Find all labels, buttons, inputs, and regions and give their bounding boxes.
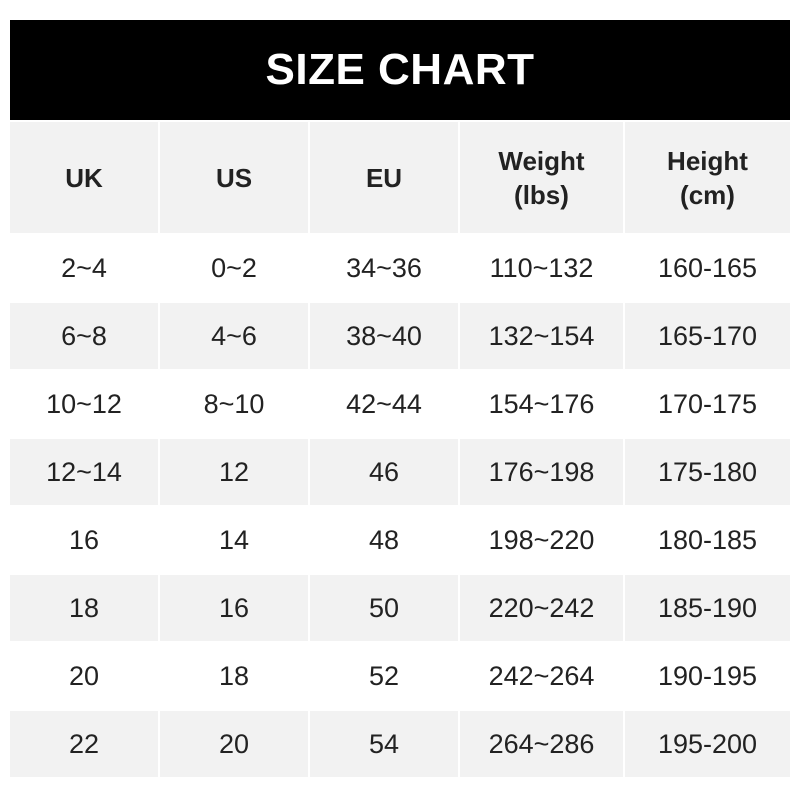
table-cell: 16 [160, 575, 308, 641]
table-cell: 154~176 [460, 371, 623, 437]
table-cell: 0~2 [160, 235, 308, 301]
table-cell: 132~154 [460, 303, 623, 369]
table-cell: 34~36 [310, 235, 458, 301]
table-cell: 46 [310, 439, 458, 505]
table-cell: 170-175 [625, 371, 790, 437]
table-cell: 264~286 [460, 711, 623, 777]
table-cell: 4~6 [160, 303, 308, 369]
table-cell: 10~12 [10, 371, 158, 437]
table-cell: 50 [310, 575, 458, 641]
column-header: UK [10, 122, 158, 233]
table-cell: 110~132 [460, 235, 623, 301]
table-cell: 42~44 [310, 371, 458, 437]
table-cell: 6~8 [10, 303, 158, 369]
table-cell: 242~264 [460, 643, 623, 709]
table-cell: 2~4 [10, 235, 158, 301]
table-cell: 20 [10, 643, 158, 709]
column-header: Height (cm) [625, 122, 790, 233]
column-header: Weight (lbs) [460, 122, 623, 233]
table-cell: 8~10 [160, 371, 308, 437]
table-cell: 220~242 [460, 575, 623, 641]
table-cell: 190-195 [625, 643, 790, 709]
table-cell: 198~220 [460, 507, 623, 573]
size-chart-title: SIZE CHART [10, 20, 790, 120]
table-cell: 20 [160, 711, 308, 777]
table-cell: 38~40 [310, 303, 458, 369]
table-cell: 175-180 [625, 439, 790, 505]
table-cell: 185-190 [625, 575, 790, 641]
column-header: US [160, 122, 308, 233]
size-chart-table: UK US EU Weight (lbs) Height (cm) 2~4 0~2 34~36… [10, 122, 790, 777]
table-cell: 165-170 [625, 303, 790, 369]
table-cell: 18 [10, 575, 158, 641]
table-cell: 160-165 [625, 235, 790, 301]
table-cell: 14 [160, 507, 308, 573]
table-cell: 12~14 [10, 439, 158, 505]
column-header: EU [310, 122, 458, 233]
table-cell: 176~198 [460, 439, 623, 505]
table-cell: 54 [310, 711, 458, 777]
table-cell: 12 [160, 439, 308, 505]
table-cell: 195-200 [625, 711, 790, 777]
table-cell: 180-185 [625, 507, 790, 573]
table-cell: 16 [10, 507, 158, 573]
table-cell: 22 [10, 711, 158, 777]
table-cell: 18 [160, 643, 308, 709]
table-cell: 48 [310, 507, 458, 573]
table-cell: 52 [310, 643, 458, 709]
